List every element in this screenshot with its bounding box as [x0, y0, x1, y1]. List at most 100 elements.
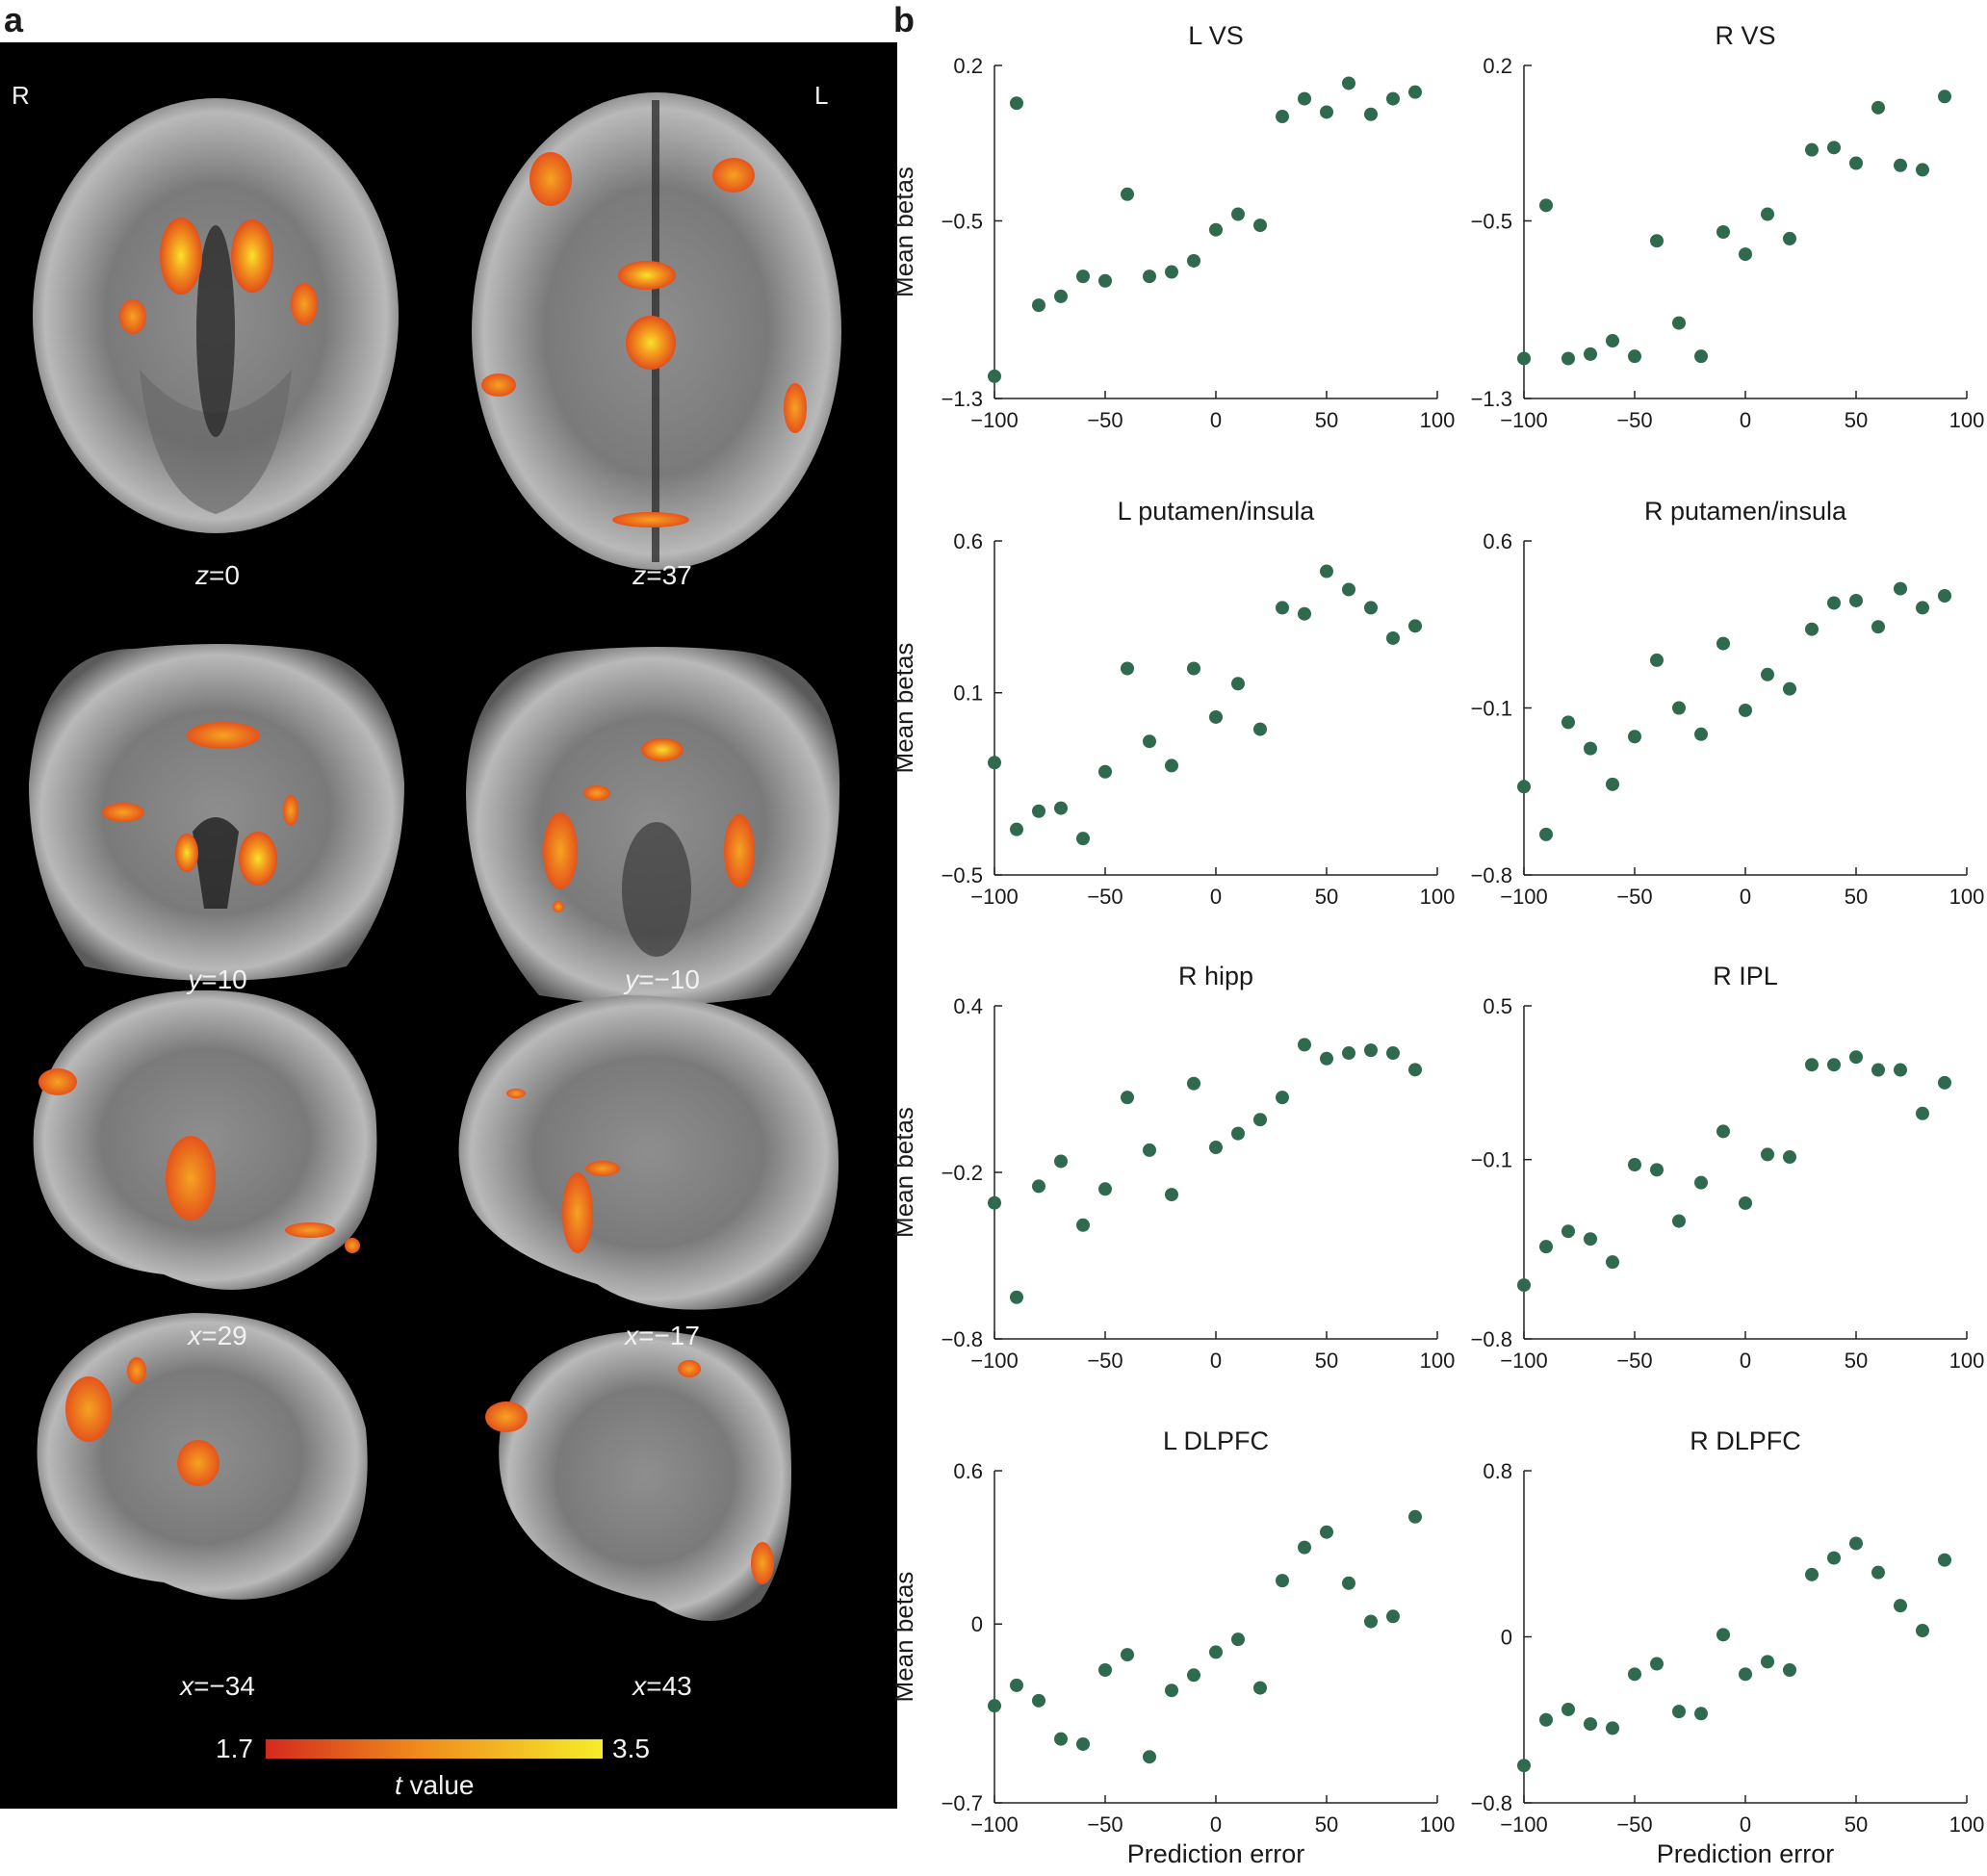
data-point	[1871, 100, 1885, 115]
data-point	[1650, 1163, 1664, 1177]
data-point	[1739, 1195, 1752, 1210]
x-tick-label: 100	[1949, 408, 1985, 432]
y-tick-label: −0.5	[942, 209, 983, 233]
plot-title: L VS	[1188, 21, 1244, 50]
data-point	[988, 369, 1001, 383]
data-point	[1606, 1721, 1619, 1735]
data-point	[1209, 709, 1223, 724]
data-point	[1894, 581, 1907, 596]
data-point	[1805, 1567, 1819, 1581]
plot-title: R DLPFC	[1690, 1426, 1801, 1455]
x-tick-label: −50	[1087, 1812, 1123, 1837]
y-tick-label: 0.1	[953, 681, 983, 706]
data-point	[1849, 1536, 1863, 1551]
y-tick-label: 0.8	[1483, 1459, 1512, 1483]
data-point	[1694, 1175, 1708, 1190]
data-point	[1672, 701, 1686, 715]
data-point	[1894, 1599, 1907, 1613]
x-tick-label: 100	[1949, 1812, 1985, 1837]
data-point	[1276, 1091, 1289, 1105]
data-point	[1938, 1553, 1951, 1567]
panel-a-letter: a	[4, 0, 24, 39]
plot-title: R hipp	[1178, 962, 1253, 990]
data-point	[1716, 1628, 1730, 1642]
data-point	[1143, 270, 1156, 284]
data-point	[1408, 85, 1422, 99]
x-tick-label: −100	[1500, 408, 1548, 432]
data-point	[1561, 1702, 1575, 1716]
data-point	[1076, 1736, 1090, 1751]
y-tick-label: −0.7	[942, 1791, 983, 1815]
data-point	[1761, 1147, 1774, 1162]
x-tick-label: 0	[1210, 1349, 1222, 1373]
data-point	[1253, 722, 1267, 736]
data-point	[1628, 349, 1641, 364]
data-point	[1032, 1179, 1045, 1194]
data-point	[1584, 741, 1597, 756]
y-axis-label: Mean betas	[890, 1107, 918, 1238]
scatter-plot-3: −100 −50 0 50 100 −0.5 0.1 0.6 L putamen/insula M…	[890, 497, 1455, 909]
data-point	[1716, 1124, 1730, 1139]
data-point	[1805, 1058, 1819, 1072]
orientation-left-label: L	[814, 81, 829, 110]
y-tick-label: −0.8	[942, 1327, 983, 1351]
x-tick-label: −50	[1087, 885, 1123, 909]
data-point	[1805, 622, 1819, 636]
data-point	[988, 756, 1001, 770]
data-point	[1827, 596, 1841, 610]
y-tick-label: 0.6	[1483, 529, 1512, 553]
x-tick-label: −100	[970, 1349, 1019, 1373]
data-point	[1386, 91, 1400, 106]
data-point	[1517, 351, 1531, 366]
data-point	[1165, 758, 1178, 773]
y-tick-label: −1.3	[942, 387, 983, 411]
data-point	[1342, 582, 1355, 597]
data-point	[1761, 1655, 1774, 1669]
data-point	[1584, 1232, 1597, 1246]
data-point	[1938, 589, 1951, 604]
data-point	[1408, 619, 1422, 633]
data-point	[1827, 141, 1841, 155]
data-point	[1938, 1075, 1951, 1090]
data-point	[1408, 1063, 1422, 1077]
data-point	[1364, 601, 1378, 615]
data-point	[1761, 207, 1774, 221]
data-point	[1561, 351, 1575, 366]
data-point	[1849, 1050, 1863, 1065]
colorbar-max-label: 3.5	[612, 1734, 650, 1763]
data-point	[1916, 163, 1929, 177]
slice-label-z37: z=37	[632, 560, 692, 590]
panel-b-letter: b	[893, 0, 915, 39]
colorbar-min-label: 1.7	[216, 1734, 253, 1763]
data-point	[1606, 334, 1619, 348]
y-tick-label: 0.4	[953, 994, 983, 1018]
y-axis-label: Mean betas	[890, 643, 918, 774]
data-point	[1342, 1046, 1355, 1061]
x-tick-label: 50	[1845, 408, 1868, 432]
data-point	[1209, 1141, 1223, 1155]
x-tick-label: 100	[1420, 408, 1456, 432]
y-tick-label: −0.8	[1471, 1791, 1512, 1815]
x-tick-label: −100	[1500, 885, 1548, 909]
data-point	[1320, 1051, 1333, 1066]
data-point	[1231, 1126, 1245, 1141]
y-tick-label: −0.5	[1471, 209, 1512, 233]
y-tick-label: 0	[971, 1612, 983, 1636]
data-point	[1539, 1712, 1553, 1727]
data-point	[1783, 231, 1796, 245]
y-axis-label: Mean betas	[890, 167, 918, 297]
brain-images	[29, 92, 841, 1759]
y-tick-label: −0.8	[1471, 1327, 1512, 1351]
data-point	[1606, 777, 1619, 791]
data-point	[1606, 1255, 1619, 1270]
y-tick-label: 0	[1501, 1626, 1512, 1650]
x-tick-label: 0	[1740, 408, 1751, 432]
data-point	[1209, 1645, 1223, 1659]
slice-axial-z37	[472, 92, 841, 570]
data-point	[1871, 1565, 1885, 1580]
x-tick-label: 100	[1420, 1349, 1456, 1373]
data-point	[1054, 801, 1068, 815]
data-point	[1739, 247, 1752, 262]
slice-coronal-y10	[29, 644, 404, 981]
plot-title: L DLPFC	[1163, 1426, 1269, 1455]
